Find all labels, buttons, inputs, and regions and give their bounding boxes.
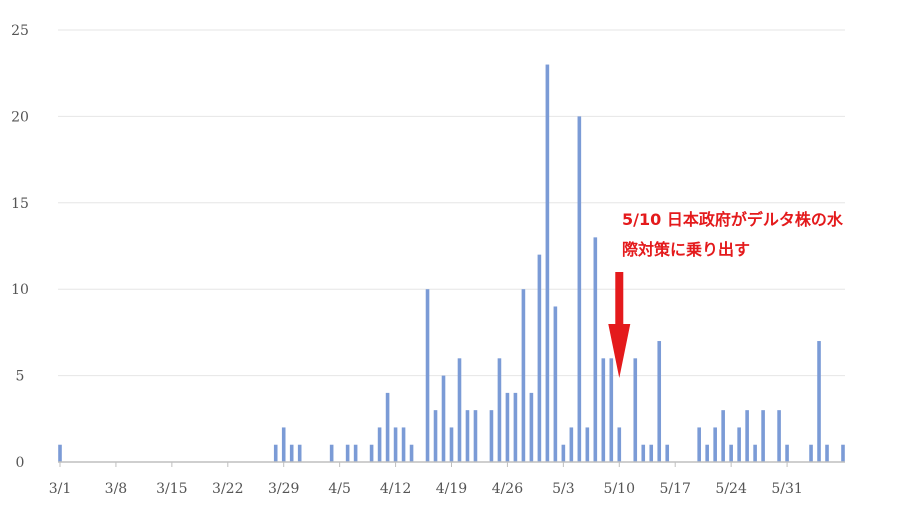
bar [841, 445, 845, 462]
bar [498, 358, 502, 462]
bar [649, 445, 653, 462]
bar [426, 289, 430, 462]
bar [665, 445, 669, 462]
bar [745, 410, 749, 462]
bar [458, 358, 462, 462]
bar [729, 445, 733, 462]
x-tick-label: 5/17 [659, 481, 690, 497]
bar [466, 410, 470, 462]
bar [753, 445, 757, 462]
x-tick-label: 4/19 [436, 481, 467, 497]
bar [378, 427, 382, 462]
bar [554, 306, 558, 462]
bar [442, 376, 446, 462]
bar [450, 427, 454, 462]
bar [394, 427, 398, 462]
y-tick-label: 15 [11, 196, 29, 212]
bar [402, 427, 406, 462]
bar [522, 289, 526, 462]
y-tick-label: 0 [16, 455, 25, 471]
bar [530, 393, 534, 462]
x-tick-label: 4/12 [380, 481, 411, 497]
bar [354, 445, 358, 462]
bar [58, 445, 62, 462]
bar [617, 427, 621, 462]
bar [586, 427, 590, 462]
y-tick-labels: 0 5 10 15 20 25 [11, 23, 29, 471]
bar [434, 410, 438, 462]
annotation-line-1: 5/10 日本政府がデルタ株の水 [622, 205, 843, 235]
x-tick-label: 3/29 [268, 481, 299, 497]
bar [282, 427, 286, 462]
bar [657, 341, 661, 462]
bar [562, 445, 566, 462]
bar [514, 393, 518, 462]
y-tick-label: 10 [11, 282, 29, 298]
y-tick-label: 5 [16, 369, 25, 385]
bar [330, 445, 334, 462]
x-tick-label: 3/22 [212, 481, 243, 497]
bar [578, 116, 582, 462]
x-tick-label: 5/31 [771, 481, 802, 497]
bar [410, 445, 414, 462]
x-tick-label: 5/10 [604, 481, 635, 497]
annotation-line-2: 際対策に乗り出す [622, 235, 843, 265]
bar [633, 358, 637, 462]
bar [697, 427, 701, 462]
bar [817, 341, 821, 462]
x-axis [58, 462, 845, 467]
bar [721, 410, 725, 462]
bar [809, 445, 813, 462]
bar [506, 393, 510, 462]
arrow-shaft [615, 272, 623, 324]
x-tick-label: 5/3 [552, 481, 575, 497]
bar [713, 427, 717, 462]
x-tick-label: 4/26 [492, 481, 524, 497]
x-tick-label: 5/24 [715, 481, 747, 497]
bar [570, 427, 574, 462]
bar [825, 445, 829, 462]
bar [785, 445, 789, 462]
bar [594, 237, 598, 462]
bar [290, 445, 294, 462]
bar [761, 410, 765, 462]
bar [641, 445, 645, 462]
bar [546, 65, 550, 462]
bar [346, 445, 350, 462]
x-tick-label: 3/15 [156, 481, 187, 497]
x-tick-label: 3/8 [105, 481, 128, 497]
bar [370, 445, 374, 462]
bar [602, 358, 606, 462]
bar [298, 445, 302, 462]
bar [705, 445, 709, 462]
bar [777, 410, 781, 462]
y-tick-label: 20 [11, 109, 29, 125]
x-tick-label: 3/1 [49, 481, 72, 497]
bar [538, 255, 542, 462]
bar [274, 445, 278, 462]
grid-lines [58, 30, 845, 376]
bar [474, 410, 478, 462]
bar [610, 358, 614, 462]
annotation-text: 5/10 日本政府がデルタ株の水 際対策に乗り出す [622, 205, 843, 265]
y-tick-label: 25 [11, 23, 29, 39]
x-tick-label: 4/5 [328, 481, 351, 497]
x-tick-labels: 3/1 3/8 3/15 3/22 3/29 4/5 4/12 4/19 4/26 5/3 5/10… [49, 481, 803, 497]
bar [386, 393, 390, 462]
bar [737, 427, 741, 462]
bar [490, 410, 494, 462]
